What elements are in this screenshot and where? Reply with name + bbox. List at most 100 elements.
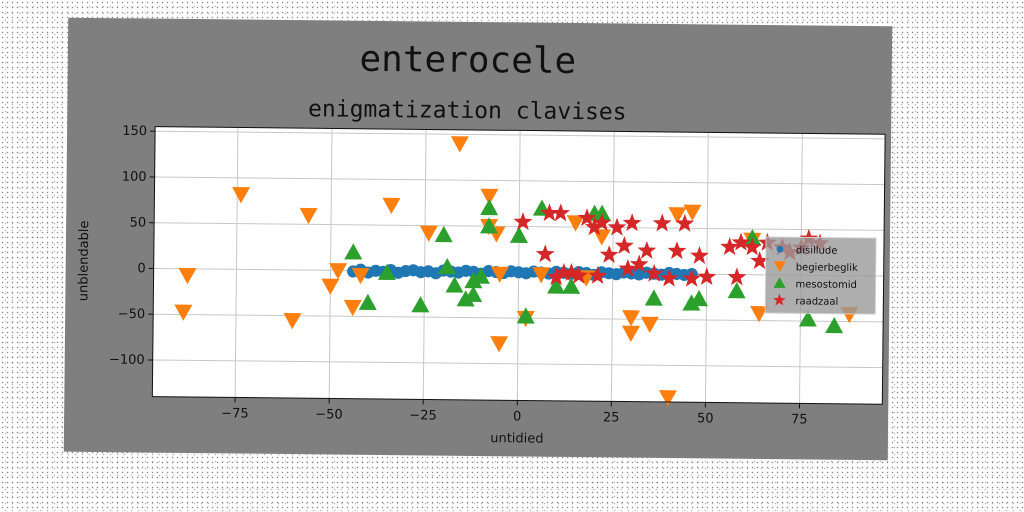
data-point <box>566 215 585 232</box>
data-point <box>343 299 362 317</box>
plot-frame <box>151 126 886 405</box>
x-tick-label: −50 <box>315 407 343 422</box>
data-point <box>731 232 751 251</box>
data-point <box>434 225 453 243</box>
x-tick-label: 50 <box>697 411 714 426</box>
data-point <box>561 262 581 281</box>
data-point <box>232 187 251 204</box>
data-point <box>450 136 469 153</box>
data-point <box>614 236 634 254</box>
x-tick-label: 75 <box>791 412 808 427</box>
data-point <box>720 237 740 256</box>
data-point <box>607 217 627 236</box>
data-point <box>675 213 695 232</box>
data-point <box>622 310 641 327</box>
x-gridline <box>234 127 239 398</box>
y-axis-label: unblendable <box>76 220 92 301</box>
data-point <box>618 258 638 277</box>
data-point <box>659 268 679 287</box>
data-point <box>479 217 498 234</box>
legend: disillude begierbeglik mesostomid raadzaal <box>764 236 877 315</box>
data-point <box>622 213 642 232</box>
data-point <box>516 307 535 324</box>
data-point <box>480 198 499 216</box>
axis-ticks: −75 −50 −25 0 25 50 75 −100 −50 0 50 100 150 <box>109 124 886 427</box>
y-tick-label: 0 <box>137 261 145 276</box>
legend-label: disillude <box>796 245 838 256</box>
legend-label: raadzaal <box>795 296 838 307</box>
data-point <box>577 208 597 227</box>
data-point <box>599 245 619 264</box>
data-point <box>509 226 528 243</box>
data-point <box>690 246 709 264</box>
data-point <box>382 197 401 215</box>
data-point <box>358 293 377 311</box>
data-point <box>629 254 649 273</box>
x-tick-label: −25 <box>409 408 437 423</box>
data-point <box>554 262 574 281</box>
data-point <box>592 204 611 221</box>
data-point <box>174 304 193 321</box>
y-tick-label: −100 <box>109 353 145 368</box>
data-point <box>682 294 701 311</box>
data-point <box>464 271 483 289</box>
data-point <box>535 244 555 263</box>
chart-subtitle: enigmatization clavises <box>308 96 627 125</box>
legend-marker <box>773 293 786 306</box>
data-point <box>456 290 475 307</box>
data-point <box>588 265 608 284</box>
data-point <box>742 237 762 256</box>
chart-figure: enterocele enigmatization clavises −75 −5… <box>63 17 893 461</box>
data-point <box>689 289 708 307</box>
x-gridline <box>422 129 427 400</box>
legend-marker <box>773 261 786 273</box>
chart-title: enterocele <box>359 39 576 82</box>
data-point <box>727 282 746 299</box>
y-tick-label: 100 <box>122 170 147 185</box>
data-point <box>637 240 657 259</box>
data-points <box>174 136 859 407</box>
legend-marker <box>773 277 786 289</box>
data-point <box>532 267 551 284</box>
x-gridline <box>516 130 521 401</box>
data-point <box>464 285 483 302</box>
data-point <box>377 263 396 281</box>
data-point <box>490 336 509 353</box>
y-tick-label: 50 <box>130 215 147 230</box>
data-point <box>513 212 533 231</box>
data-point <box>621 325 640 342</box>
data-point <box>584 217 604 236</box>
legend-box <box>764 236 877 315</box>
data-point <box>727 267 747 286</box>
data-point <box>562 277 581 294</box>
data-point <box>438 257 457 275</box>
data-point <box>644 263 664 282</box>
data-point <box>592 212 612 231</box>
data-point <box>480 188 499 206</box>
y-gridline <box>152 359 883 369</box>
data-point <box>178 267 197 285</box>
data-point <box>546 267 566 286</box>
legend-marker <box>776 245 784 253</box>
data-point <box>668 207 687 224</box>
data-point <box>411 296 430 313</box>
y-tick-label: −50 <box>118 307 146 322</box>
y-gridline <box>154 176 885 186</box>
data-point <box>283 312 302 330</box>
data-point <box>667 241 687 260</box>
y-gridline <box>155 130 886 140</box>
data-point <box>490 266 509 283</box>
data-point <box>683 204 702 221</box>
legend-label: mesostomid <box>795 279 856 291</box>
legend-label: begierbeglik <box>796 262 858 274</box>
data-point <box>551 203 571 222</box>
x-axis-label: untidied <box>490 431 543 447</box>
data-point <box>697 267 717 286</box>
x-tick-label: 0 <box>513 409 521 424</box>
data-point <box>750 305 769 323</box>
data-point <box>351 267 370 285</box>
data-point <box>682 268 702 287</box>
data-point <box>547 277 566 294</box>
x-tick-label: 25 <box>603 410 620 425</box>
data-point <box>569 265 589 284</box>
